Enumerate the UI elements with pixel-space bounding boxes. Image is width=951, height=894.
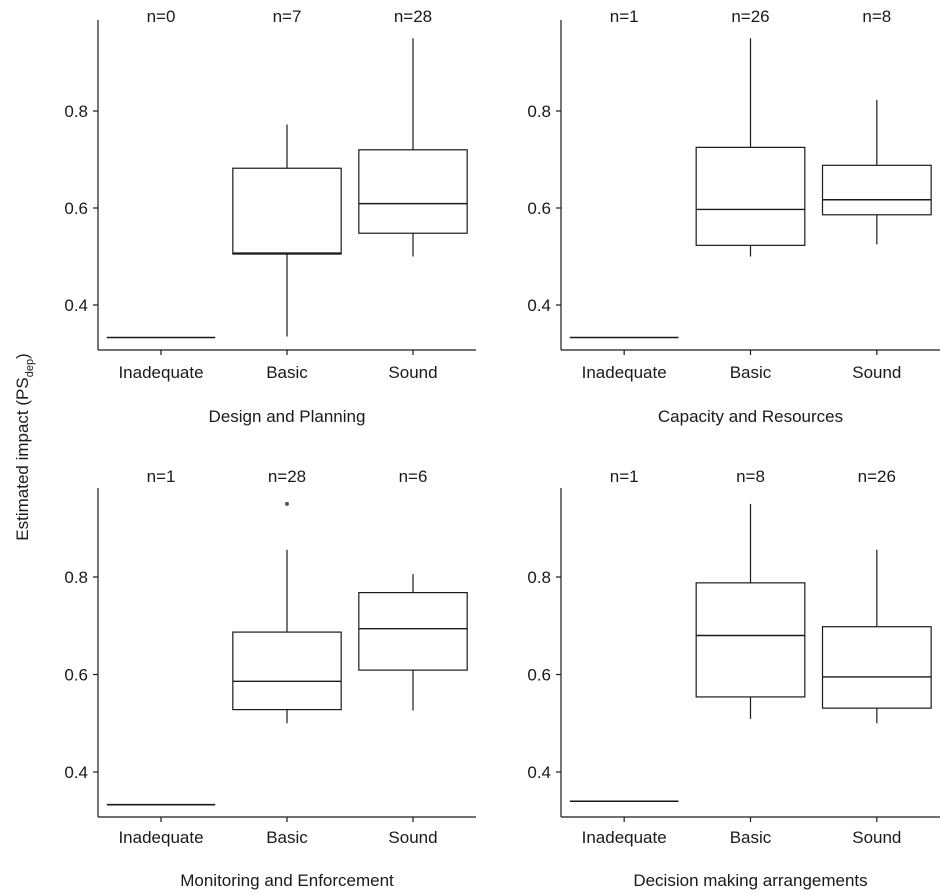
y-tick-label: 0.6 xyxy=(527,666,551,685)
x-tick-label: Basic xyxy=(730,363,772,382)
x-tick-label: Basic xyxy=(730,828,772,847)
svg-text:Estimated impact (PSdep): Estimated impact (PSdep) xyxy=(13,353,36,540)
count-label: n=1 xyxy=(147,467,176,486)
x-tick-label: Basic xyxy=(266,828,308,847)
count-label: n=26 xyxy=(731,7,769,26)
x-tick-label: Inadequate xyxy=(582,363,667,382)
box-sound xyxy=(821,99,932,245)
y-axis-label-close: ) xyxy=(13,353,32,359)
y-tick-label: 0.6 xyxy=(527,199,551,218)
y-tick-label: 0.4 xyxy=(64,296,88,315)
panel-1: 0.4 0.6 0.8 Inadequate n=0 Basic n=7 Sound n=28 D… xyxy=(64,7,476,426)
box-basic xyxy=(695,38,806,257)
count-label: n=0 xyxy=(147,7,176,26)
x-tick-label: Basic xyxy=(266,363,308,382)
count-label: n=1 xyxy=(610,467,639,486)
iqr-box xyxy=(821,164,932,216)
y-tick-label: 0.8 xyxy=(527,568,551,587)
y-tick-label: 0.4 xyxy=(527,296,551,315)
panel-4: 0.4 0.6 0.8 Inadequate n=1 Basic n=8 Sound n=26 D… xyxy=(527,467,940,890)
count-label: n=28 xyxy=(394,7,432,26)
count-label: n=8 xyxy=(862,7,891,26)
iqr-box xyxy=(821,626,932,709)
panel-3: 0.4 0.6 0.8 Inadequate n=1 Basic n=28 Sound n=6 M… xyxy=(64,467,476,890)
box-sound xyxy=(821,549,932,724)
x-tick-label: Inadequate xyxy=(582,828,667,847)
iqr-box xyxy=(232,167,342,255)
y-tick-label: 0.8 xyxy=(64,102,88,121)
panel-title: Capacity and Resources xyxy=(658,407,843,426)
panel-title: Design and Planning xyxy=(209,407,366,426)
count-label: n=28 xyxy=(268,467,306,486)
y-axis-label-main: Estimated impact (PS xyxy=(13,377,32,540)
box-basic xyxy=(232,501,342,724)
y-axis-label-subscript: dep xyxy=(24,359,36,377)
iqr-box xyxy=(695,582,806,698)
shared-y-axis-label: Estimated impact (PSdep) xyxy=(13,353,36,540)
iqr-box xyxy=(232,631,342,711)
y-tick-label: 0.6 xyxy=(64,199,88,218)
x-tick-label: Sound xyxy=(852,828,901,847)
box-basic xyxy=(695,503,806,719)
y-tick-label: 0.8 xyxy=(527,102,551,121)
count-label: n=1 xyxy=(610,7,639,26)
x-tick-label: Sound xyxy=(388,828,437,847)
panel-title: Monitoring and Enforcement xyxy=(180,871,394,890)
panel-title: Decision making arrangements xyxy=(633,871,867,890)
x-tick-label: Sound xyxy=(388,363,437,382)
box-sound xyxy=(358,38,468,257)
iqr-box xyxy=(358,591,468,671)
panel-2: 0.4 0.6 0.8 Inadequate n=1 Basic n=26 Sound n=8 C… xyxy=(527,7,940,426)
y-tick-label: 0.4 xyxy=(527,763,551,782)
x-tick-label: Sound xyxy=(852,363,901,382)
outlier-point xyxy=(285,501,289,506)
count-label: n=8 xyxy=(736,467,765,486)
x-tick-label: Inadequate xyxy=(118,363,203,382)
count-label: n=6 xyxy=(399,467,428,486)
count-label: n=26 xyxy=(858,467,896,486)
y-tick-label: 0.8 xyxy=(64,568,88,587)
y-tick-label: 0.6 xyxy=(64,666,88,685)
iqr-box xyxy=(358,149,468,234)
box-sound xyxy=(358,574,468,711)
count-label: n=7 xyxy=(273,7,302,26)
iqr-box xyxy=(695,146,806,246)
box-basic xyxy=(232,124,342,337)
x-tick-label: Inadequate xyxy=(118,828,203,847)
y-tick-label: 0.4 xyxy=(64,763,88,782)
